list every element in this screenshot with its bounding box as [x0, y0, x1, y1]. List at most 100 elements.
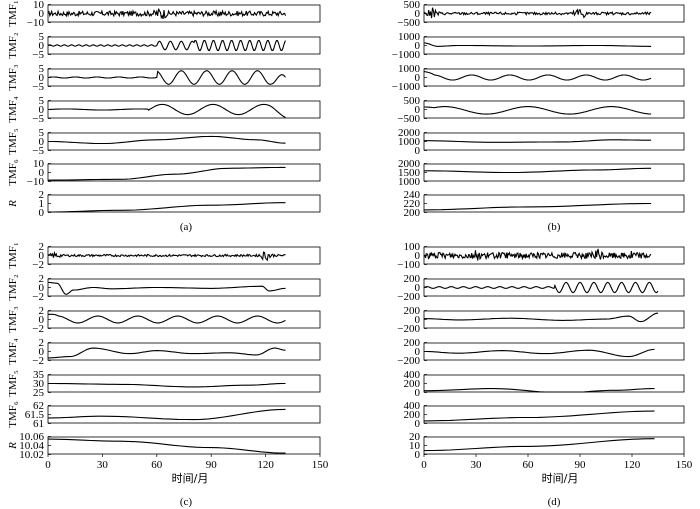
panel-d-subplot-4-ytick: 200 — [404, 337, 421, 349]
panel-d-xtick-label: 150 — [676, 459, 693, 471]
panel-b-subplot-4-series-line — [424, 106, 652, 115]
panel-c-subplot-7-ytick: 10.04 — [19, 440, 44, 452]
panel-c-subplot-3-ytick: −2 — [32, 323, 44, 335]
panel-d-xtick-label: 90 — [575, 459, 587, 471]
panel-c-xtick-label: 150 — [312, 459, 329, 471]
panel-a-subplot-1-ylabel: TMF₁ — [7, 0, 19, 27]
panel-a-subplot-5-ylabel: TMF₅ — [7, 128, 19, 155]
panel-c-subplot-2-ytick: 0 — [39, 282, 45, 294]
panel-a-subplot-6-ytick: −10 — [27, 176, 45, 188]
panel-a-subplot-7-series-line — [48, 202, 286, 213]
panel-b-subplot-3-ytick: −1000 — [392, 81, 421, 93]
panel-b-subplot-1-series-line — [423, 7, 652, 19]
panel-d-subplot-7-ytick: 10 — [409, 440, 421, 452]
panel-b-subplot-1-ytick: 500 — [404, 0, 421, 11]
panel-c-subplot-6-series-line — [48, 408, 286, 421]
panel-c-subplot-7-ytick: 10.06 — [19, 431, 44, 443]
panel-d-subplot-6-ytick: 400 — [404, 400, 421, 412]
panel-c-subplot-4-ylabel: TMF₄ — [7, 338, 19, 365]
panel-c-subplot-7-ylabel: R — [7, 442, 19, 450]
panel-d-xtick-label: 120 — [624, 459, 641, 471]
panel-a-subplot-1-series-line — [47, 8, 287, 20]
panel-d-subplot-3-ytick: 200 — [404, 305, 421, 317]
panel-c-xtick-label: 30 — [97, 459, 109, 471]
panel-d-subplot-7-ytick: 20 — [409, 431, 421, 443]
panel-d-caption: (d) — [548, 496, 561, 508]
panel-d-subplot-7-series-line — [423, 438, 655, 452]
panel-d-subplot-3-ytick: −200 — [397, 323, 420, 335]
panel-c-subplot-6-ytick: 62 — [33, 400, 44, 412]
panel-c-caption: (c) — [180, 496, 193, 508]
panel-b-subplot-5-ytick: 1000 — [398, 136, 421, 148]
panel-a-subplot-5-series-line — [48, 135, 286, 145]
panel-c-x-axis-label: 时间/月 — [172, 472, 209, 485]
panel-d-xtick-label: 0 — [421, 459, 427, 471]
panel-d-subplot-2-ytick: 200 — [404, 273, 421, 285]
panel-b-subplot-1-ytick: 0 — [415, 8, 421, 20]
panel-c-subplot-4-frame — [47, 342, 321, 361]
panel-a-subplot-7-ylabel: R — [7, 200, 19, 208]
panel-b-subplot-3-series-line — [423, 70, 652, 81]
panel-a-subplot-2-ylabel: TMF₂ — [7, 32, 19, 59]
panel-b-subplot-6-series-line — [424, 167, 652, 174]
panel-d-xtick-label: 30 — [471, 459, 483, 471]
panel-c-subplot-4-ytick: 2 — [39, 337, 45, 349]
panel-b-subplot-5-ytick: 0 — [415, 145, 421, 157]
panel-a-subplot-6-ylabel: TMF₆ — [7, 159, 19, 186]
panel-a-subplot-7-frame — [47, 194, 321, 213]
panel-c-subplot-5-ytick: 25 — [33, 387, 45, 399]
panel-b-subplot-3-ytick: 1000 — [398, 63, 421, 75]
panel-d-subplot-2-ytick: 0 — [415, 282, 421, 294]
panel-d-subplot-1-ytick: 100 — [404, 241, 421, 253]
panel-d-subplot-5-series-line — [424, 388, 655, 393]
panel-c-subplot-7-series-line — [47, 438, 286, 454]
panel-b-subplot-6-ytick: 1000 — [398, 176, 421, 188]
panel-c-subplot-2-series-line — [48, 281, 286, 295]
panel-a-subplot-1-ytick: 10 — [33, 0, 45, 11]
panel-a-subplot-7-ytick: 1 — [39, 198, 45, 210]
panel-a-subplot-5-ytick: −5 — [32, 145, 44, 157]
panel-a-subplot-4-ylabel: TMF₄ — [7, 96, 19, 123]
panel-a-subplot-3-series-line — [47, 70, 286, 85]
panel-b-subplot-5-series-line — [424, 139, 652, 143]
panel-b-subplot-3-ytick: 0 — [415, 72, 421, 84]
panel-c-subplot-7-ytick: 10.02 — [19, 449, 44, 461]
panel-a-subplot-4-ytick: 5 — [39, 95, 45, 107]
panel-b-subplot-1-ytick: −500 — [397, 17, 420, 29]
panel-d-subplot-3-ytick: 0 — [415, 314, 421, 326]
panel-c-subplot-4-ytick: −2 — [32, 355, 44, 367]
panel-c-subplot-1-ytick: 0 — [39, 250, 45, 262]
panel-a-subplot-6-series-line — [47, 166, 286, 181]
panel-c-subplot-6-ytick: 61 — [33, 418, 44, 430]
panel-b-subplot-4-ytick: −500 — [397, 113, 420, 125]
panel-a-subplot-2-ytick: 0 — [39, 40, 45, 52]
panel-c-xtick-label: 0 — [45, 459, 51, 471]
panel-c-xtick-label: 120 — [257, 459, 274, 471]
panel-a-subplot-7-ytick: 0 — [39, 207, 45, 219]
panel-a-subplot-2-ytick: 5 — [39, 31, 45, 43]
panel-c-subplot-3-ylabel: TMF₃ — [7, 306, 19, 333]
panel-d-subplot-6-series-line — [423, 410, 655, 422]
panel-a-subplot-3-ytick: 0 — [39, 72, 45, 84]
panel-d-subplot-6-ytick: 0 — [415, 418, 421, 430]
panel-b-subplot-4-ytick: 0 — [415, 104, 421, 116]
panel-d-x-axis-label: 时间/月 — [542, 472, 579, 485]
panel-a-subplot-1-ytick: −10 — [27, 17, 45, 29]
panel-a-caption: (a) — [180, 221, 193, 233]
panel-b-subplot-2-ytick: −1000 — [392, 49, 421, 61]
panel-c-subplot-3-ytick: 0 — [39, 314, 45, 326]
panel-a-subplot-2-ytick: −5 — [32, 49, 44, 61]
panel-d-subplot-6-ytick: 200 — [404, 409, 421, 421]
panel-d-subplot-6-frame — [423, 405, 685, 424]
panel-c-xtick-label: 90 — [206, 459, 218, 471]
panel-a-subplot-2-series-line — [47, 40, 286, 51]
panel-b-subplot-6-ytick: 1500 — [398, 167, 421, 179]
panel-a-subplot-1-ytick: 0 — [39, 8, 45, 20]
panel-c-subplot-2-ylabel: TMF₂ — [7, 274, 19, 301]
panel-d-subplot-3-series-line — [423, 312, 659, 323]
panel-d-subplot-4-ytick: −200 — [397, 355, 420, 367]
panel-b-subplot-5-ytick: 2000 — [398, 127, 421, 139]
panel-c-subplot-6-ytick: 61.5 — [25, 409, 45, 421]
panel-d-subplot-1-ytick: 0 — [415, 250, 421, 262]
panel-a-subplot-5-frame — [47, 132, 321, 151]
